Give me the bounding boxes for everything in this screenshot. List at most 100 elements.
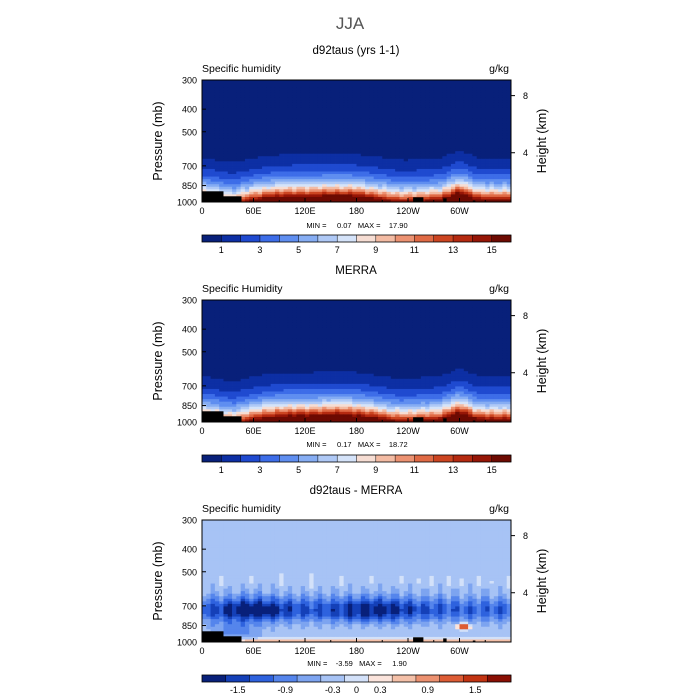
- field-cell: [373, 333, 379, 336]
- field-cell: [335, 133, 340, 137]
- field-cell: [279, 300, 284, 303]
- field-cell: [287, 133, 293, 137]
- field-cell: [206, 82, 211, 86]
- field-cell: [335, 317, 340, 321]
- field-cell: [403, 135, 409, 139]
- field-cell: [369, 174, 375, 177]
- field-cell: [339, 338, 345, 342]
- field-cell: [300, 179, 306, 183]
- field-cell: [236, 315, 242, 319]
- field-cell: [442, 146, 448, 150]
- field-cell: [227, 345, 233, 349]
- field-cell: [335, 107, 340, 111]
- field-cell: [416, 340, 422, 344]
- field-cell: [287, 107, 293, 111]
- field-cell: [210, 135, 216, 139]
- field-cell: [214, 310, 220, 314]
- field-cell: [227, 146, 233, 150]
- field-cell: [498, 184, 503, 188]
- field-cell: [498, 85, 503, 89]
- field-cell: [343, 90, 349, 94]
- field-cell: [330, 317, 336, 321]
- field-cell: [420, 138, 426, 142]
- field-cell: [206, 128, 211, 132]
- field-cell: [365, 128, 370, 132]
- field-cell: [240, 100, 246, 104]
- field-cell: [403, 338, 409, 342]
- field-cell: [506, 345, 511, 349]
- field-cell: [352, 168, 357, 172]
- field-cell: [356, 315, 362, 319]
- field-cell: [442, 82, 448, 86]
- field-cell: [292, 125, 297, 129]
- field-cell: [322, 181, 327, 185]
- field-cell: [223, 115, 229, 119]
- field-cell: [442, 317, 448, 321]
- field-cell: [438, 146, 443, 150]
- field-cell: [468, 135, 473, 139]
- field-cell: [373, 97, 379, 101]
- field-cell: [322, 335, 327, 339]
- field-cell: [352, 128, 357, 132]
- field-cell: [412, 113, 417, 116]
- field-cell: [377, 123, 383, 127]
- field-cell: [498, 179, 503, 183]
- field-cell: [317, 153, 323, 157]
- field-cell: [292, 176, 297, 180]
- field-cell: [429, 130, 435, 134]
- field-cell: [476, 107, 482, 111]
- field-cell: [408, 181, 413, 185]
- field-cell: [339, 107, 345, 111]
- field-cell: [219, 156, 224, 160]
- field-cell: [313, 113, 319, 116]
- field-cell: [360, 133, 366, 137]
- field-cell: [395, 158, 400, 162]
- field-cell: [317, 317, 323, 321]
- field-cell: [390, 128, 396, 132]
- field-cell: [266, 135, 272, 139]
- field-cell: [399, 340, 405, 344]
- field-cell: [463, 128, 469, 132]
- field-cell: [459, 138, 465, 142]
- field-cell: [489, 105, 495, 109]
- field-cell: [339, 315, 345, 319]
- field-cell: [489, 146, 495, 150]
- field-cell: [408, 146, 413, 150]
- field-cell: [476, 128, 482, 132]
- field-cell: [476, 161, 482, 165]
- field-cell: [335, 176, 340, 180]
- field-cell: [300, 300, 306, 303]
- panel-merra: MERRA Specific Humidity g/kg Pressure (m…: [151, 265, 549, 475]
- field-cell: [438, 320, 443, 324]
- field-cell: [240, 305, 246, 309]
- field-cell: [202, 118, 207, 122]
- field-cell: [219, 333, 224, 336]
- field-cell: [395, 141, 400, 144]
- field-cell: [450, 156, 456, 160]
- field-cell: [317, 302, 323, 306]
- field-cell: [365, 135, 370, 139]
- field-cell: [330, 146, 336, 150]
- field-cell: [468, 120, 473, 124]
- field-cell: [300, 120, 306, 124]
- field-cell: [326, 92, 332, 96]
- field-cell: [270, 348, 276, 352]
- field-cell: [429, 161, 435, 165]
- field-cell: [270, 343, 276, 347]
- field-cell: [390, 125, 396, 129]
- field-cell: [244, 176, 250, 180]
- field-cell: [232, 120, 237, 124]
- field-cell: [463, 158, 469, 162]
- field-cell: [416, 158, 422, 162]
- field-cell: [300, 87, 306, 91]
- field-cell: [266, 120, 272, 124]
- field-cell: [313, 158, 319, 162]
- field-cell: [502, 302, 508, 306]
- field-cell: [296, 196, 302, 200]
- field-cell: [322, 345, 327, 349]
- field-cell: [227, 85, 233, 89]
- field-cell: [352, 327, 357, 331]
- field-cell: [446, 333, 452, 336]
- field-cell: [403, 315, 409, 319]
- field-cell: [369, 115, 375, 119]
